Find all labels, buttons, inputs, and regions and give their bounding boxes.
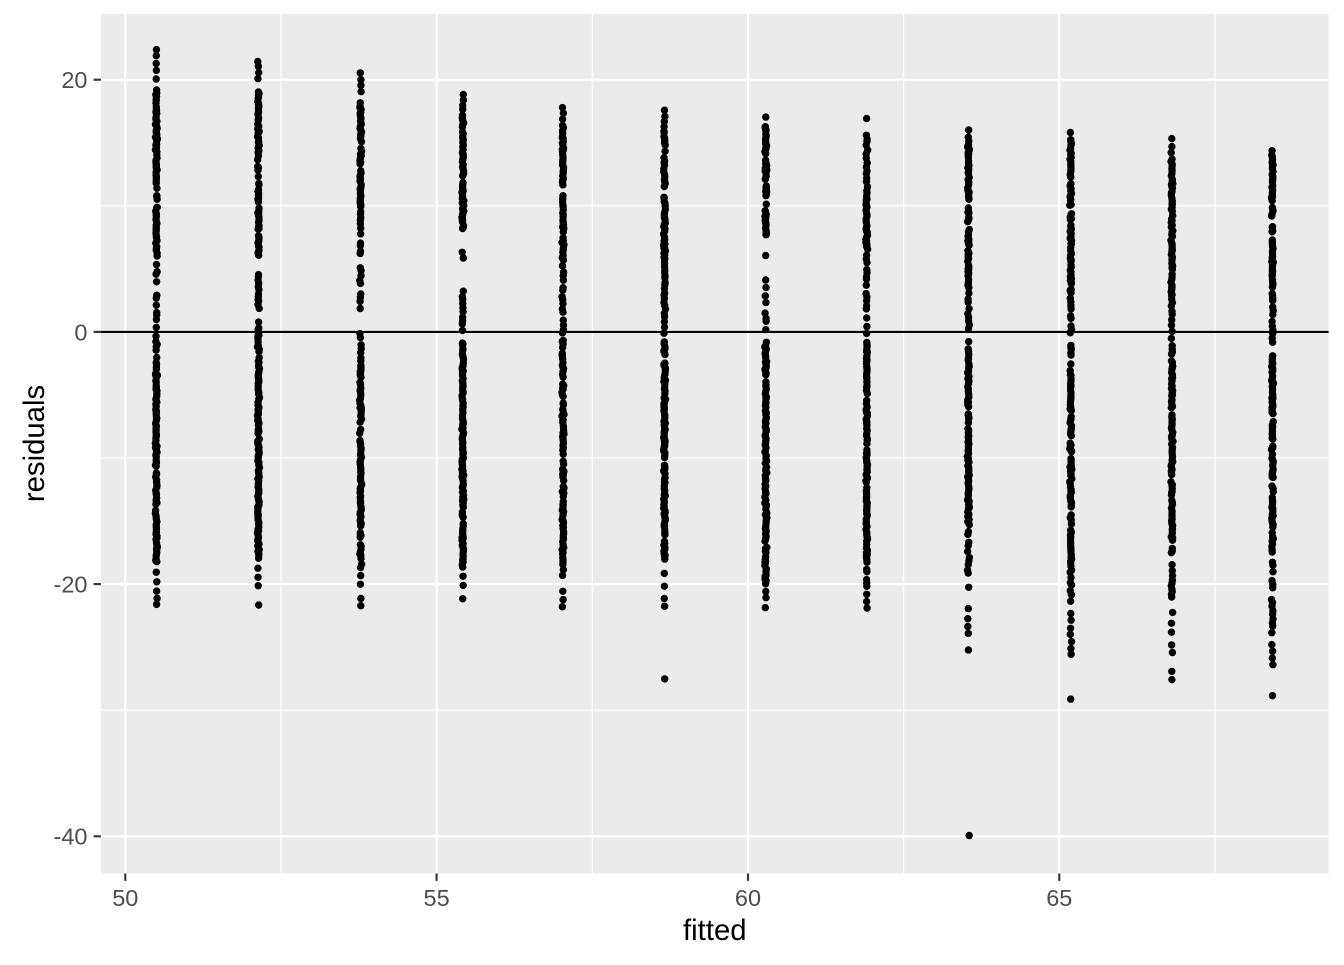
svg-text:60: 60 <box>735 885 761 911</box>
svg-text:55: 55 <box>424 885 450 911</box>
svg-text:residuals: residuals <box>18 385 51 502</box>
svg-text:65: 65 <box>1046 885 1072 911</box>
svg-text:-20: -20 <box>54 572 88 598</box>
svg-text:0: 0 <box>74 319 87 345</box>
svg-text:-40: -40 <box>54 824 88 850</box>
svg-text:50: 50 <box>112 885 138 911</box>
svg-text:20: 20 <box>61 67 87 93</box>
svg-text:fitted: fitted <box>683 914 747 947</box>
